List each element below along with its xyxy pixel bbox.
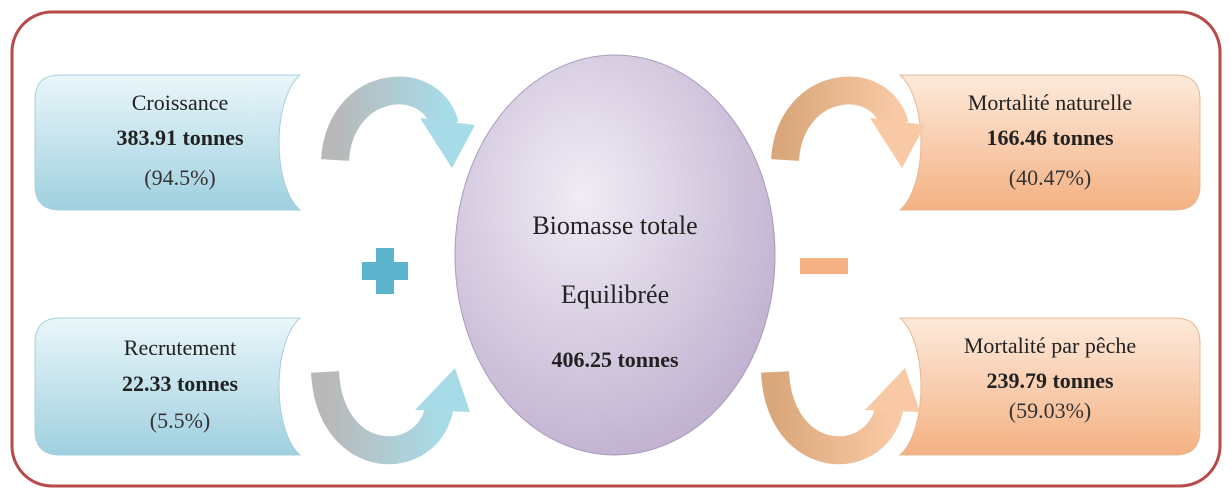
arrow-head [420, 118, 475, 168]
output-box [898, 74, 1201, 211]
label: Mortalité par pêche [964, 333, 1136, 358]
input-box [34, 74, 302, 211]
share: (5.5%) [150, 408, 210, 433]
arrow-head [415, 368, 470, 412]
arrow-head [870, 118, 925, 168]
share: (40.47%) [1009, 165, 1091, 190]
center-amount: 406.25 tonnes [551, 347, 679, 372]
center-ellipse [454, 54, 776, 456]
minus-sign [800, 258, 848, 274]
amount: 239.79 tonnes [986, 368, 1114, 393]
label: Croissance [132, 90, 229, 115]
arrow [761, 370, 904, 465]
frame [10, 10, 1222, 488]
arrow-head [865, 368, 920, 412]
arrow [771, 76, 909, 162]
amount: 166.46 tonnes [986, 125, 1114, 150]
amount: 22.33 tonnes [122, 371, 239, 396]
output-box [898, 317, 1201, 456]
plus-sign [362, 248, 408, 294]
input-box [34, 317, 302, 456]
arrow [321, 76, 459, 162]
share: (59.03%) [1009, 398, 1091, 423]
center-subtitle: Equilibrée [561, 280, 669, 309]
share: (94.5%) [144, 165, 215, 190]
amount: 383.91 tonnes [116, 125, 244, 150]
center-title: Biomasse totale [532, 211, 697, 240]
arrow [311, 370, 454, 465]
label: Recrutement [124, 335, 236, 360]
label: Mortalité naturelle [968, 90, 1132, 115]
